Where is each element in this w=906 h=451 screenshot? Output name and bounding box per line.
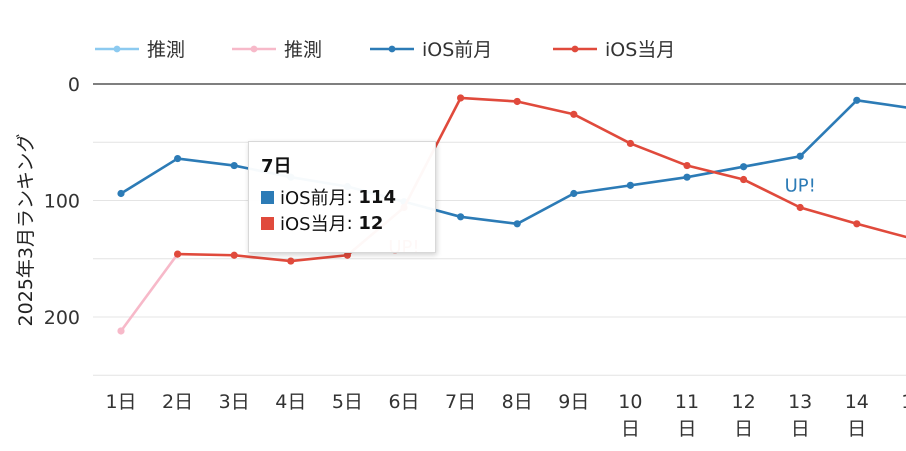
legend-marker bbox=[571, 45, 579, 53]
legend-item[interactable]: iOS前月 bbox=[370, 39, 492, 61]
x-tick-label: 3日 bbox=[219, 391, 250, 413]
data-point[interactable] bbox=[230, 251, 238, 259]
data-point[interactable] bbox=[683, 161, 691, 170]
data-point[interactable] bbox=[796, 152, 804, 160]
data-point[interactable] bbox=[513, 97, 521, 106]
data-point[interactable] bbox=[853, 96, 861, 104]
data-point[interactable] bbox=[230, 161, 238, 170]
tooltip-colon-curr: : bbox=[346, 212, 359, 234]
data-point[interactable] bbox=[174, 250, 182, 258]
legend-label: iOS当月 bbox=[605, 39, 675, 61]
tooltip-title: 7日 bbox=[261, 156, 292, 177]
legend-item[interactable]: iOS当月 bbox=[553, 39, 675, 61]
series-line bbox=[120, 99, 906, 226]
y-axis-ticks: 0 100 200 bbox=[44, 74, 80, 329]
x-tick-label: 10 日 bbox=[618, 391, 642, 440]
legend-item[interactable]: 推測 bbox=[95, 39, 185, 61]
data-point[interactable] bbox=[626, 139, 635, 148]
x-tick-label: 2日 bbox=[162, 391, 193, 413]
series-line bbox=[177, 96, 906, 263]
x-tick-label: 12 日 bbox=[732, 391, 756, 440]
data-point[interactable] bbox=[457, 213, 465, 221]
y-tick-label: 0 bbox=[68, 74, 80, 96]
tooltip-swatch-curr bbox=[261, 216, 274, 230]
series-1 bbox=[117, 250, 182, 335]
x-tick-label: 15日 bbox=[901, 391, 906, 440]
legend-item[interactable]: 推測 bbox=[232, 39, 322, 61]
series-line bbox=[119, 253, 179, 332]
tooltip-label-prev: iOS前月 bbox=[280, 188, 347, 209]
data-point[interactable] bbox=[683, 173, 691, 181]
x-tick-label: 14 日 bbox=[845, 391, 869, 440]
tooltip-row-prev: iOS前月: 114 bbox=[261, 184, 423, 210]
data-point[interactable] bbox=[287, 257, 295, 265]
legend-label: iOS前月 bbox=[422, 39, 492, 61]
x-tick-label: 7日 bbox=[445, 391, 476, 413]
data-point[interactable] bbox=[117, 327, 125, 335]
tooltip-value-prev: 114 bbox=[358, 186, 396, 208]
legend-marker bbox=[113, 45, 121, 53]
data-point[interactable] bbox=[740, 175, 748, 184]
tooltip-label-curr: iOS当月 bbox=[280, 214, 347, 235]
x-tick-label: 9日 bbox=[558, 391, 589, 413]
data-point[interactable] bbox=[796, 203, 804, 212]
data-point[interactable] bbox=[740, 163, 748, 171]
data-point[interactable] bbox=[343, 251, 351, 259]
legend-label: 推測 bbox=[147, 39, 185, 61]
data-point[interactable] bbox=[570, 110, 578, 118]
x-tick-label: 11 日 bbox=[675, 391, 699, 440]
data-point[interactable] bbox=[174, 154, 182, 163]
x-tick-label: 4日 bbox=[275, 391, 306, 413]
tooltip-colon-prev: : bbox=[346, 186, 359, 208]
data-point[interactable] bbox=[117, 189, 125, 198]
x-tick-label: 1日 bbox=[105, 391, 136, 413]
legend-marker bbox=[250, 45, 258, 53]
legend: 推測 推測 iOS前月 iOS当月 bbox=[95, 39, 675, 61]
series-2 bbox=[117, 96, 906, 228]
series-group bbox=[117, 94, 906, 335]
tooltip-row-curr: iOS当月: 12 bbox=[261, 210, 423, 236]
annotations: UP!UP! bbox=[388, 175, 815, 258]
data-point[interactable] bbox=[457, 94, 465, 102]
x-tick-label: 8日 bbox=[502, 391, 533, 413]
y-tick-label: 200 bbox=[44, 307, 80, 329]
x-tick-label: 5日 bbox=[332, 391, 363, 413]
y-axis-label: 2025年3月ランキング bbox=[15, 134, 37, 327]
grid bbox=[93, 83, 906, 376]
x-tick-label: 6日 bbox=[388, 391, 419, 413]
data-point[interactable] bbox=[513, 220, 521, 228]
legend-label: 推測 bbox=[284, 39, 322, 61]
tooltip-value-curr: 12 bbox=[358, 212, 384, 234]
data-point[interactable] bbox=[626, 181, 635, 189]
data-point[interactable] bbox=[570, 189, 578, 198]
x-tick-label: 13 日 bbox=[788, 391, 812, 440]
annotation-label: UP! bbox=[785, 175, 816, 196]
tooltip-swatch-prev bbox=[261, 190, 274, 204]
tooltip: 7日 iOS前月: 114 iOS当月: 12 bbox=[248, 141, 436, 253]
data-point[interactable] bbox=[853, 220, 861, 228]
y-tick-label: 100 bbox=[44, 191, 80, 213]
x-axis-ticks: 1日 2日 3日 4日 5日 6日 7日 8日 9日 10日 11日 12日 13日 14日 15日 bbox=[105, 391, 906, 440]
legend-marker bbox=[388, 45, 396, 53]
